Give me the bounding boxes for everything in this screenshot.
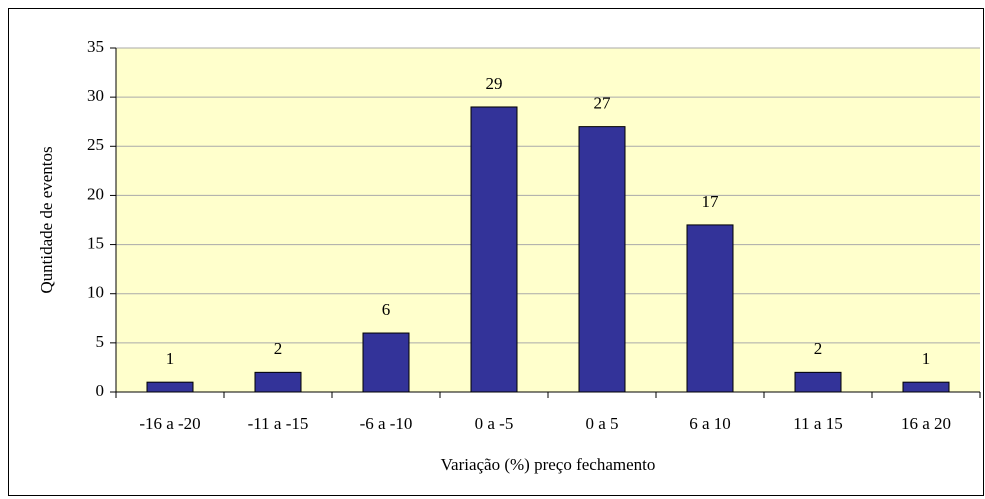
y-axis-label: Quntidade de eventos	[37, 146, 56, 293]
x-axis-label: Variação (%) preço fechamento	[441, 455, 656, 474]
x-tick-label: -6 a -10	[360, 414, 413, 433]
x-tick-label: 6 a 10	[689, 414, 731, 433]
y-tick-label: 30	[87, 86, 104, 105]
bar	[146, 381, 194, 393]
y-tick-label: 25	[87, 135, 104, 154]
data-label: 29	[486, 74, 503, 93]
y-tick-label: 35	[87, 37, 104, 56]
y-tick-label: 20	[87, 184, 104, 203]
bar	[578, 126, 626, 393]
data-label: 17	[702, 192, 720, 211]
data-label: 1	[922, 349, 931, 368]
data-label: 2	[274, 339, 283, 358]
bar	[254, 371, 302, 393]
y-tick-label: 10	[87, 283, 104, 302]
bar	[686, 224, 734, 393]
x-tick-label: 11 a 15	[793, 414, 842, 433]
x-tick-label: 0 a 5	[585, 414, 618, 433]
data-label: 1	[166, 349, 175, 368]
y-tick-label: 15	[87, 233, 104, 252]
plot-area	[116, 48, 980, 392]
y-tick-label: 0	[96, 381, 105, 400]
x-tick-label: -11 a -15	[248, 414, 309, 433]
data-label: 27	[594, 94, 612, 113]
x-tick-label: 16 a 20	[901, 414, 951, 433]
bar	[470, 106, 518, 393]
data-label: 2	[814, 339, 823, 358]
y-tick-label: 5	[96, 332, 105, 351]
bar	[794, 371, 842, 393]
bar	[902, 381, 950, 393]
x-tick-label: 0 a -5	[475, 414, 514, 433]
data-label: 6	[382, 300, 391, 319]
x-tick-label: -16 a -20	[139, 414, 200, 433]
bar	[362, 332, 410, 393]
